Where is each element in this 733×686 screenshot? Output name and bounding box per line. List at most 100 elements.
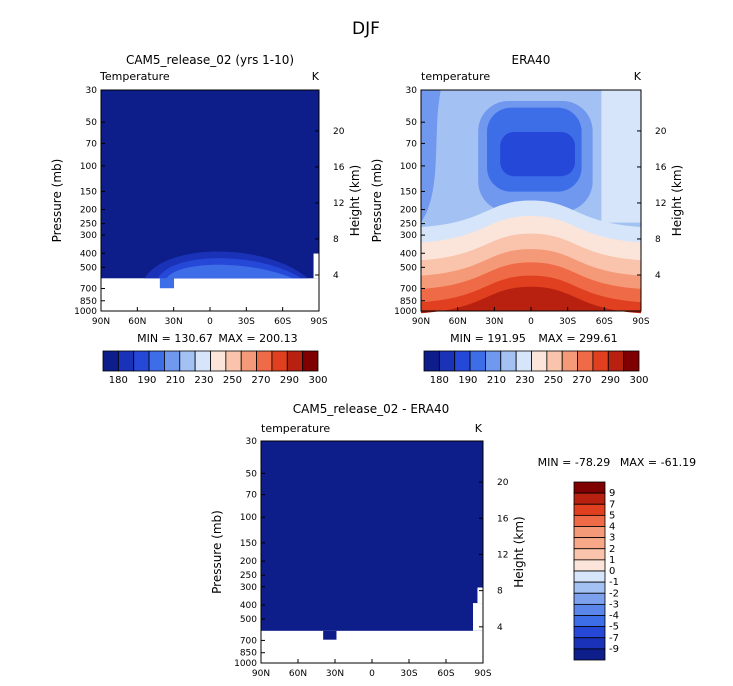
colorbar-swatch — [573, 526, 606, 539]
colorbar-label: 230 — [194, 375, 213, 386]
colorbar-label: 7 — [609, 499, 615, 510]
colorbar-label: 270 — [572, 375, 591, 386]
colorbar-label: -5 — [609, 622, 619, 633]
y-tick-label: 150 — [240, 539, 257, 549]
y-tick-label: 70 — [246, 491, 258, 501]
y-tick-label: 250 — [400, 220, 417, 230]
y-axis-title: Pressure (mb) — [50, 159, 64, 243]
colorbar-swatch — [271, 350, 288, 372]
y-tick-label: 850 — [80, 297, 97, 307]
x-tick-label: 30N — [165, 317, 183, 327]
page-title: DJF — [352, 19, 380, 39]
y-tick-label: 30 — [86, 86, 98, 96]
contour-plot — [421, 90, 641, 314]
y-tick-label: 150 — [80, 187, 97, 197]
min-label: MIN = -78.29 — [538, 456, 611, 469]
x-tick-label: 30S — [238, 317, 255, 327]
y-tick-label: 1000 — [74, 307, 97, 317]
x-tick-label: 30S — [559, 317, 576, 327]
height-tick-label: 4 — [333, 271, 339, 281]
field-band — [159, 278, 175, 289]
colorbar-swatch — [148, 350, 165, 372]
missing-region — [313, 253, 319, 279]
height-tick-label: 12 — [497, 550, 508, 560]
x-tick-label: 90N — [252, 669, 270, 679]
x-tick-label: 60S — [274, 317, 291, 327]
y-tick-label: 400 — [80, 249, 97, 259]
colorbar-swatch — [164, 350, 181, 372]
x-tick-label: 0 — [207, 317, 213, 327]
colorbar-swatch — [573, 592, 606, 605]
y-tick-label: 30 — [246, 437, 258, 447]
colorbar-label: 3 — [609, 533, 615, 544]
colorbar-swatch — [531, 350, 548, 372]
y-tick-label: 30 — [406, 86, 418, 96]
y-tick-label: 70 — [86, 139, 98, 149]
y-tick-label: 700 — [80, 285, 97, 295]
y-tick-label: 300 — [80, 231, 97, 241]
min-label: MIN = 191.95 — [450, 332, 526, 345]
colorbar-swatch — [573, 581, 606, 594]
field-band — [323, 630, 337, 640]
height-tick-label: 8 — [497, 587, 503, 597]
colorbar-swatch — [573, 570, 606, 583]
colorbar-label: -9 — [609, 644, 619, 655]
colorbar-label: 190 — [137, 375, 156, 386]
height-tick-label: 12 — [333, 199, 344, 209]
colorbar-label: 250 — [223, 375, 242, 386]
colorbar-swatch — [573, 481, 606, 494]
panel-title: CAM5_release_02 - ERA40 — [293, 402, 449, 416]
y-tick-label: 100 — [80, 162, 97, 172]
panel-unit-label: K — [475, 422, 483, 435]
panel-left-label: Temperature — [99, 70, 170, 83]
colorbar-swatch — [573, 626, 606, 639]
colorbar-swatch — [423, 350, 440, 372]
colorbar-swatch — [573, 537, 606, 550]
x-tick-label: 90S — [632, 317, 649, 327]
height-axis-title: Height (km) — [512, 516, 526, 587]
colorbar-label: 300 — [308, 375, 327, 386]
x-tick-label: 90N — [412, 317, 430, 327]
colorbar-label: 4 — [609, 522, 615, 533]
height-tick-label: 12 — [655, 199, 666, 209]
colorbar-swatch — [454, 350, 471, 372]
max-label: MAX = -61.19 — [620, 456, 696, 469]
colorbar-swatch — [256, 350, 273, 372]
contour-plot — [101, 90, 319, 311]
colorbar-swatch — [546, 350, 563, 372]
y-tick-label: 100 — [400, 162, 417, 172]
panel-unit-label: K — [312, 70, 320, 83]
y-tick-label: 1000 — [394, 307, 417, 317]
colorbar-label: -7 — [609, 633, 619, 644]
x-tick-label: 0 — [528, 317, 534, 327]
missing-region — [477, 587, 483, 604]
colorbar-label: 180 — [109, 375, 128, 386]
colorbar-swatch — [592, 350, 609, 372]
colorbar-swatch — [240, 350, 257, 372]
field-band — [601, 90, 641, 223]
max-label: MAX = 200.13 — [218, 332, 297, 345]
x-tick-label: 90S — [310, 317, 327, 327]
y-tick-label: 100 — [240, 513, 257, 523]
colorbar-swatch — [573, 615, 606, 628]
y-tick-label: 700 — [240, 636, 257, 646]
colorbar-label: 300 — [629, 375, 648, 386]
colorbar-label: 290 — [601, 375, 620, 386]
panel-left-label: temperature — [261, 422, 330, 435]
y-tick-label: 70 — [406, 139, 418, 149]
colorbar-swatch — [210, 350, 227, 372]
colorbar-swatch — [225, 350, 242, 372]
height-tick-label: 8 — [655, 235, 661, 245]
panel-cam5: CAM5_release_02 (yrs 1-10) Temperature K… — [50, 53, 362, 386]
colorbar-swatch — [302, 350, 319, 372]
colorbar-label: 190 — [458, 375, 477, 386]
colorbar-label: 0 — [609, 566, 615, 577]
y-tick-label: 300 — [240, 583, 257, 593]
y-tick-label: 200 — [240, 557, 257, 567]
height-tick-label: 20 — [333, 127, 345, 137]
colorbar-swatch — [573, 503, 606, 516]
colorbar-swatch — [469, 350, 486, 372]
colorbar-swatch — [194, 350, 211, 372]
colorbar-label: 250 — [544, 375, 563, 386]
